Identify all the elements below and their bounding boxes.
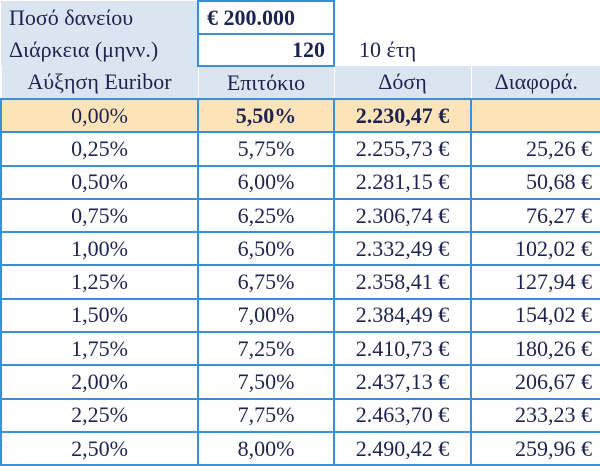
- empty-cell: [471, 1, 600, 34]
- data-row: 2,50% 8,00% 2.490,42 €259,96 €: [0, 430, 600, 466]
- data-row: 0,00% 5,50% 2.230,47 €: [0, 97, 600, 134]
- data-row: 2,00% 7,50% 2.437,13 €206,67 €: [0, 364, 600, 400]
- header-cell: Διαφορά.: [470, 66, 600, 99]
- value-cell: € 200.000: [197, 0, 335, 35]
- cell: 25,26 €: [470, 131, 600, 167]
- cell: 6,50%: [197, 231, 335, 267]
- cell: 1,00%: [0, 231, 199, 267]
- cell: 2,00%: [0, 364, 199, 400]
- note-cell: 10 έτη: [359, 37, 417, 62]
- cell: 2.230,47 €: [333, 97, 472, 134]
- cell: 50,68 €: [470, 164, 600, 200]
- data-row: 0,50% 6,00% 2.281,15 €50,68 €: [0, 164, 600, 200]
- header-row: Αύξηση Euribor Επιτόκιο Δόση Διαφορά.: [0, 66, 600, 99]
- cell: 0,00%: [0, 97, 199, 134]
- data-row: 1,00% 6,50% 2.332,49 €102,02 €: [0, 231, 600, 267]
- cell: 1,25%: [0, 264, 199, 300]
- header-cell: Δόση: [333, 66, 471, 99]
- data-row: 1,50% 7,00% 2.384,49 €154,02 €: [0, 297, 600, 334]
- cell: 180,26 €: [470, 331, 600, 367]
- cell: 6,75%: [197, 264, 335, 300]
- cell: 2.281,15 €: [333, 164, 472, 200]
- cell: 6,00%: [197, 164, 335, 200]
- data-row: 0,25% 5,75% 2.255,73 €25,26 €: [0, 131, 600, 167]
- data-row: 1,25% 6,75% 2.358,41 €127,94 €: [0, 264, 600, 300]
- cell: 2.332,49 €: [333, 231, 472, 267]
- cell: 2.384,49 €: [333, 297, 472, 334]
- cell: 7,75%: [197, 397, 335, 433]
- cell: 1,50%: [0, 297, 199, 334]
- cell: 259,96 €: [470, 430, 600, 466]
- cell: 7,25%: [197, 331, 335, 367]
- label-cell: Ποσό δανείου: [1, 1, 198, 34]
- cell: 154,02 €: [470, 297, 600, 334]
- header-cell: Επιτόκιο: [197, 66, 334, 99]
- cell: 5,75%: [197, 131, 335, 167]
- label-cell: Διάρκεια (μηνν.): [1, 34, 198, 66]
- cell: 127,94 €: [470, 264, 600, 300]
- cell: 5,50%: [197, 97, 335, 134]
- value-cell: 120: [197, 33, 335, 67]
- data-row: 2,25% 7,75% 2.463,70 €233,23 €: [0, 397, 600, 433]
- cell: 0,25%: [0, 131, 199, 167]
- cell: 2,25%: [0, 397, 199, 433]
- data-row: 0,75% 6,25% 2.306,74 €76,27 €: [0, 197, 600, 234]
- cell: 8,00%: [197, 430, 335, 466]
- cell: 7,50%: [197, 364, 335, 400]
- duration-row: Διάρκεια (μηνν.) 120 10 έτη: [1, 33, 600, 67]
- header-cell: Αύξηση Euribor: [0, 66, 198, 99]
- cell: 2.410,73 €: [333, 331, 472, 367]
- empty-cell: [334, 1, 471, 34]
- cell: 206,67 €: [470, 364, 600, 400]
- cell: 1,75%: [0, 331, 199, 367]
- cell: 2.437,13 €: [333, 364, 472, 400]
- cell: 2.358,41 €: [333, 264, 472, 300]
- cell: 2.255,73 €: [333, 131, 472, 167]
- cell: 0,75%: [0, 197, 199, 234]
- amount-row: Ποσό δανείου € 200.000: [1, 0, 600, 35]
- cell: 2.463,70 €: [333, 397, 472, 433]
- cell: 7,00%: [197, 297, 335, 334]
- cell: 102,02 €: [470, 231, 600, 267]
- cell: 233,23 €: [470, 397, 600, 433]
- cell: 6,25%: [197, 197, 335, 234]
- empty-cell: [470, 97, 600, 134]
- cell: 2.306,74 €: [333, 197, 472, 234]
- cell: 76,27 €: [470, 197, 600, 234]
- cell: 0,50%: [0, 164, 199, 200]
- cell: 2.490,42 €: [333, 430, 472, 466]
- empty-cell: [471, 34, 600, 66]
- cell: 2,50%: [0, 430, 199, 466]
- data-row: 1,75% 7,25% 2.410,73 €180,26 €: [0, 331, 600, 367]
